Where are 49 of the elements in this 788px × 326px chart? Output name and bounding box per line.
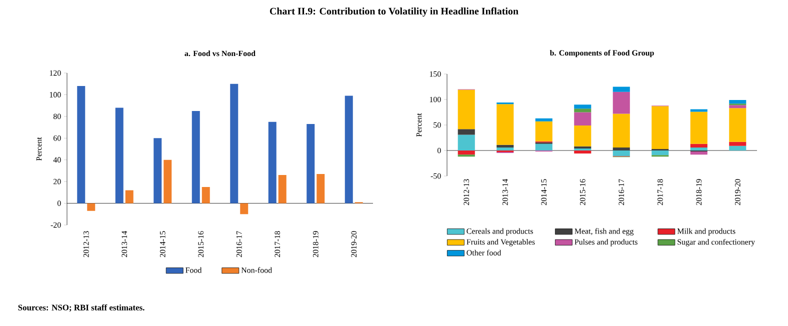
- bar: [458, 129, 475, 135]
- text: Chart II.9: Contribution to Volatility in Headline Inflation: [270, 7, 518, 17]
- bar: [230, 84, 238, 204]
- bar: [612, 150, 630, 156]
- bar: [612, 92, 630, 114]
- source-note: Sources: NSO; RBI staff estimates.: [18, 304, 144, 312]
- bar: [574, 150, 592, 154]
- bar: [87, 203, 96, 211]
- bar: [574, 108, 592, 112]
- bar: [690, 109, 708, 112]
- bar: [77, 86, 86, 204]
- bar: [574, 112, 592, 126]
- bar: [278, 175, 286, 204]
- bar: [316, 174, 325, 204]
- bar: [612, 114, 630, 148]
- bar: [240, 203, 248, 214]
- bar: [574, 104, 592, 109]
- bar: [306, 124, 315, 204]
- bar: [690, 152, 708, 155]
- bar: [458, 134, 475, 150]
- bar: [458, 90, 475, 130]
- bar: [612, 147, 630, 150]
- bar: [268, 122, 276, 204]
- bar: [164, 160, 172, 204]
- bar: [574, 126, 592, 146]
- bar: [496, 144, 514, 148]
- bar: [202, 187, 210, 204]
- bar: [344, 96, 353, 204]
- bar: [192, 111, 200, 204]
- bar: [535, 121, 552, 142]
- bar: [535, 118, 552, 122]
- bar: [115, 108, 124, 204]
- bar: [729, 100, 746, 104]
- bar: [458, 150, 475, 155]
- bar: [690, 144, 708, 148]
- bar: [729, 105, 746, 108]
- bar: [496, 147, 514, 150]
- bar: [612, 86, 630, 92]
- bar: [729, 108, 746, 142]
- bar: [690, 147, 708, 150]
- bar: [535, 144, 552, 150]
- bar: [496, 104, 514, 145]
- bar: [652, 106, 669, 149]
- bar: [729, 142, 746, 146]
- bar: [125, 190, 134, 204]
- bar: [652, 150, 669, 156]
- bar: [690, 112, 708, 144]
- bar: [729, 146, 746, 150]
- bar: [154, 138, 162, 204]
